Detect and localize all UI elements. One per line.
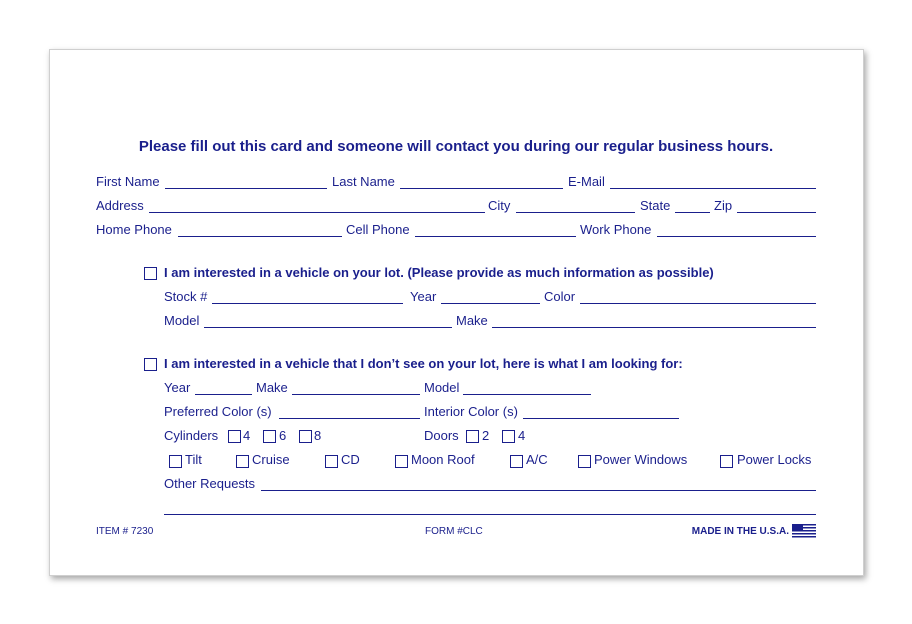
address-field[interactable] bbox=[149, 212, 485, 213]
email-field[interactable] bbox=[610, 188, 816, 189]
year2-field[interactable] bbox=[195, 394, 252, 395]
email-label: E-Mail bbox=[568, 174, 605, 189]
form-number: FORM #CLC bbox=[425, 526, 483, 537]
cell-phone-field[interactable] bbox=[415, 236, 576, 237]
color-label: Color bbox=[544, 289, 576, 304]
feature-label: Tilt bbox=[185, 452, 202, 467]
home-phone-field[interactable] bbox=[178, 236, 342, 237]
last-name-field[interactable] bbox=[400, 188, 563, 189]
model2-field[interactable] bbox=[463, 394, 591, 395]
model2-label: Model bbox=[424, 380, 460, 395]
on-lot-checkbox[interactable] bbox=[144, 267, 157, 280]
other-requests-field[interactable] bbox=[261, 490, 816, 491]
cd-checkbox[interactable] bbox=[325, 455, 338, 468]
stock-label: Stock # bbox=[164, 289, 208, 304]
first-name-field[interactable] bbox=[165, 188, 327, 189]
other-requests-field-line2[interactable] bbox=[164, 514, 816, 515]
cruise-checkbox[interactable] bbox=[236, 455, 249, 468]
preferred-color-label: Preferred Color (s) bbox=[164, 404, 272, 419]
state-label: State bbox=[640, 198, 671, 213]
work-phone-label: Work Phone bbox=[580, 222, 652, 237]
power-windows-checkbox[interactable] bbox=[578, 455, 591, 468]
feature-label: Moon Roof bbox=[411, 452, 475, 467]
feature-label: Cruise bbox=[252, 452, 290, 467]
model-label: Model bbox=[164, 313, 200, 328]
cell-phone-label: Cell Phone bbox=[346, 222, 410, 237]
doors-label: Doors bbox=[424, 428, 459, 443]
feature-label: A/C bbox=[526, 452, 548, 467]
ac-checkbox[interactable] bbox=[510, 455, 523, 468]
tilt-checkbox[interactable] bbox=[169, 455, 182, 468]
address-label: Address bbox=[96, 198, 144, 213]
not-on-lot-checkbox[interactable] bbox=[144, 358, 157, 371]
other-requests-label: Other Requests bbox=[164, 476, 256, 491]
cylinders-option: 4 bbox=[243, 428, 251, 443]
cylinders-option: 6 bbox=[279, 428, 287, 443]
color-field[interactable] bbox=[580, 303, 816, 304]
model-field[interactable] bbox=[204, 327, 452, 328]
doors-option: 2 bbox=[482, 428, 490, 443]
card-title: Please fill out this card and someone wi… bbox=[138, 138, 774, 155]
doors-2-checkbox[interactable] bbox=[466, 430, 479, 443]
doors-4-checkbox[interactable] bbox=[502, 430, 515, 443]
feature-label: CD bbox=[341, 452, 360, 467]
cylinders-option: 8 bbox=[314, 428, 322, 443]
cylinders-4-checkbox[interactable] bbox=[228, 430, 241, 443]
not-on-lot-heading: I am interested in a vehicle that I don’… bbox=[164, 356, 683, 371]
year-label: Year bbox=[410, 289, 437, 304]
doors-option: 4 bbox=[518, 428, 526, 443]
state-field[interactable] bbox=[675, 212, 710, 213]
stock-field[interactable] bbox=[212, 303, 403, 304]
moon-roof-checkbox[interactable] bbox=[395, 455, 408, 468]
preferred-color-field[interactable] bbox=[279, 418, 420, 419]
interior-color-label: Interior Color (s) bbox=[424, 404, 518, 419]
year2-label: Year bbox=[164, 380, 191, 395]
cylinders-8-checkbox[interactable] bbox=[299, 430, 312, 443]
make-label: Make bbox=[456, 313, 488, 328]
city-label: City bbox=[488, 198, 511, 213]
zip-field[interactable] bbox=[737, 212, 816, 213]
cylinders-label: Cylinders bbox=[164, 428, 219, 443]
feature-label: Power Windows bbox=[594, 452, 688, 467]
cylinders-6-checkbox[interactable] bbox=[263, 430, 276, 443]
make-field[interactable] bbox=[492, 327, 816, 328]
on-lot-heading: I am interested in a vehicle on your lot… bbox=[164, 265, 714, 280]
power-locks-checkbox[interactable] bbox=[720, 455, 733, 468]
city-field[interactable] bbox=[516, 212, 635, 213]
us-flag-icon bbox=[792, 524, 816, 539]
home-phone-label: Home Phone bbox=[96, 222, 172, 237]
year-field[interactable] bbox=[441, 303, 540, 304]
interior-color-field[interactable] bbox=[523, 418, 679, 419]
feature-label: Power Locks bbox=[737, 452, 812, 467]
zip-label: Zip bbox=[714, 198, 733, 213]
make2-field[interactable] bbox=[292, 394, 420, 395]
contact-card bbox=[49, 49, 864, 576]
made-in-usa: MADE IN THE U.S.A. bbox=[691, 526, 789, 537]
first-name-label: First Name bbox=[96, 174, 160, 189]
make2-label: Make bbox=[256, 380, 288, 395]
item-number: ITEM # 7230 bbox=[96, 526, 154, 537]
work-phone-field[interactable] bbox=[657, 236, 816, 237]
last-name-label: Last Name bbox=[332, 174, 395, 189]
